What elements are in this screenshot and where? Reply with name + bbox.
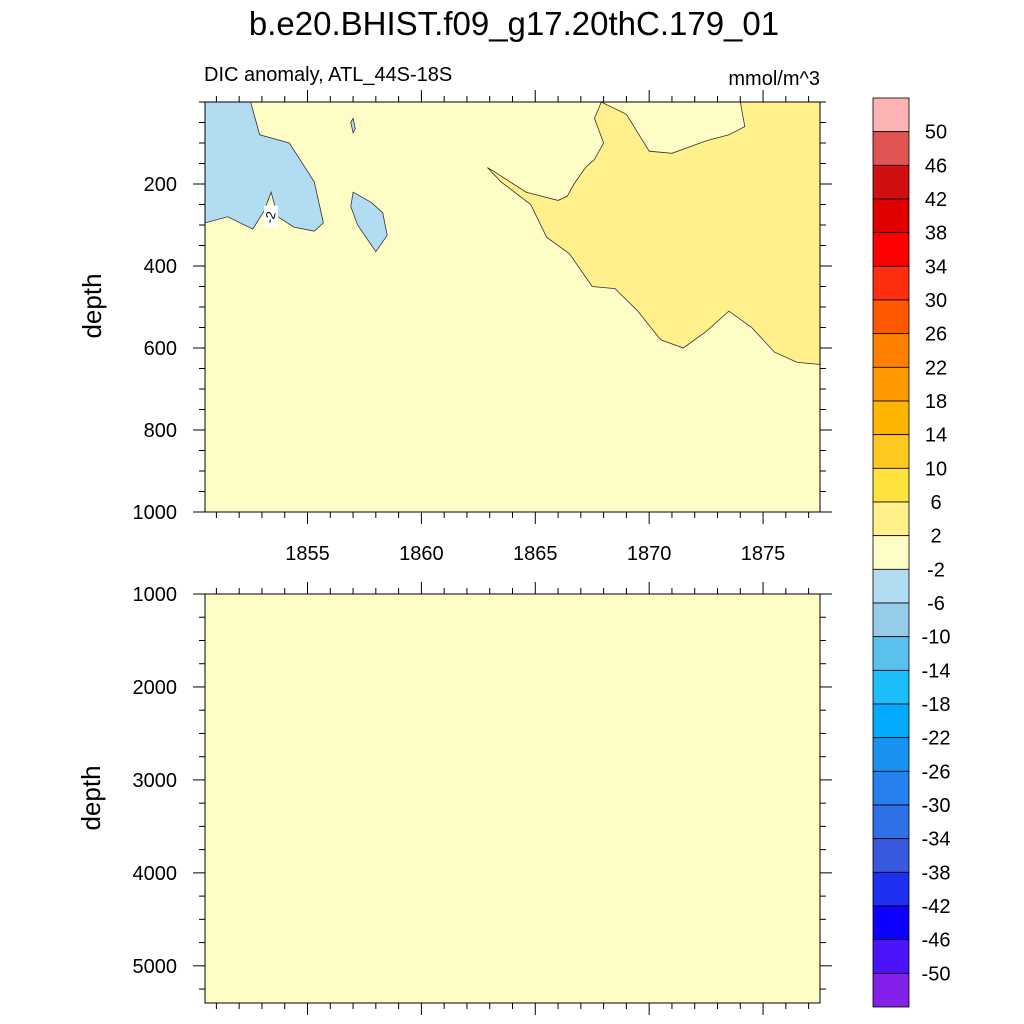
colorbar-label: 22 xyxy=(925,357,947,379)
colorbar-swatch xyxy=(872,972,910,1008)
colorbar-label: -22 xyxy=(922,728,951,750)
bottom-panel-contour-fills xyxy=(205,594,820,1003)
top-panel-subtitle-left: DIC anomaly, ATL_44S-18S xyxy=(204,64,452,86)
colorbar-label: 6 xyxy=(930,492,941,514)
top-panel-contour-fills: -2 xyxy=(204,101,821,512)
contour-region-3 xyxy=(350,117,356,134)
colorbar-label: 2 xyxy=(930,526,941,548)
colorbar-swatch xyxy=(872,333,910,368)
bottom-panel-y-axis-label: depth xyxy=(76,765,106,830)
colorbar-swatch xyxy=(872,501,910,537)
background-fill xyxy=(205,594,820,1003)
contour-region-2 xyxy=(350,191,388,253)
y-tick-label: 1000 xyxy=(133,502,178,524)
bottom-panel-frame xyxy=(204,593,821,1004)
top-panel: DIC anomaly, ATL_44S-18S mmol/m^3 depth … xyxy=(77,64,832,565)
colorbar-label: -6 xyxy=(927,593,945,615)
colorbar-label: 50 xyxy=(925,122,947,144)
colorbar-label: 34 xyxy=(925,256,947,278)
y-tick-label: 200 xyxy=(144,174,177,196)
colorbar-swatch xyxy=(872,770,910,806)
colorbar-swatch xyxy=(872,232,910,267)
colorbar-label: 18 xyxy=(925,391,947,413)
figure-title: b.e20.BHIST.f09_g17.20thC.179_01 xyxy=(249,5,779,42)
colorbar-swatch xyxy=(872,366,910,402)
x-tick-label: 1865 xyxy=(513,543,558,565)
colorbar-label: -26 xyxy=(922,761,951,783)
top-panel-y-axis-label: depth xyxy=(77,273,107,338)
colorbar-swatch xyxy=(872,299,910,335)
x-tick-label: 1855 xyxy=(285,543,330,565)
colorbar-swatch xyxy=(872,198,910,234)
colorbar-swatch xyxy=(872,871,910,907)
colorbar-swatch xyxy=(872,400,910,436)
colorbar-swatch xyxy=(872,265,910,301)
colorbar-swatch xyxy=(872,804,910,840)
colorbar-label: 30 xyxy=(925,290,947,312)
y-tick-label: 3000 xyxy=(133,770,178,792)
colorbar-swatch xyxy=(872,434,910,469)
bottom-panel-axis-ticks: 1000 2000 3000 4000 5000 xyxy=(133,582,832,1015)
colorbar: 50 46 42 38 34 30 26 22 18 14 10 6 2 -2 -6 -10 -14 -18 -22… xyxy=(872,97,951,1008)
x-tick-label: 1860 xyxy=(399,543,444,565)
colorbar-label: -14 xyxy=(922,660,951,682)
y-tick-label: 400 xyxy=(144,256,177,278)
colorbar-swatch xyxy=(872,535,910,570)
colorbar-label: -34 xyxy=(922,829,951,851)
colorbar-label: -18 xyxy=(922,694,951,716)
bottom-panel: depth 1000 2000 3000 4000 5000 xyxy=(76,582,832,1015)
contour-region-1 xyxy=(204,101,324,232)
top-panel-subtitle-right: mmol/m^3 xyxy=(728,68,820,90)
colorbar-swatch xyxy=(872,467,910,503)
colorbar-label: 14 xyxy=(925,425,947,447)
x-tick-label: 1875 xyxy=(741,543,786,565)
y-tick-label: 800 xyxy=(144,420,177,442)
colorbar-swatch xyxy=(872,568,910,604)
colorbar-swatch xyxy=(872,97,910,133)
top-panel-axis-ticks: 1855 1860 1865 1870 1875 200 400 600 800 1000 xyxy=(133,90,832,565)
colorbar-swatch xyxy=(872,669,910,705)
colorbar-swatch xyxy=(872,636,910,671)
colorbar-label: 42 xyxy=(925,189,947,211)
colorbar-swatch xyxy=(872,602,910,638)
y-tick-label: 4000 xyxy=(133,863,178,885)
colorbar-label: 26 xyxy=(925,324,947,346)
colorbar-label: 10 xyxy=(925,458,947,480)
x-tick-label: 1870 xyxy=(627,543,672,565)
colorbar-label: -38 xyxy=(922,862,951,884)
contour-region-4 xyxy=(487,101,821,365)
colorbar-label: 46 xyxy=(925,155,947,177)
top-panel-frame xyxy=(204,101,821,513)
colorbar-swatch xyxy=(872,164,910,200)
colorbar-label: -10 xyxy=(922,627,951,649)
colorbar-label: -30 xyxy=(922,795,951,817)
y-tick-label: 600 xyxy=(144,338,177,360)
contour-label: -2 xyxy=(261,205,279,228)
y-tick-label: 1000 xyxy=(133,584,178,606)
colorbar-swatch xyxy=(872,703,910,739)
colorbar-swatch xyxy=(872,838,910,873)
y-tick-label: 2000 xyxy=(133,677,178,699)
colorbar-label: -2 xyxy=(927,559,945,581)
colorbar-label: 38 xyxy=(925,223,947,245)
y-tick-label: 5000 xyxy=(133,956,178,978)
colorbar-swatch xyxy=(872,939,910,974)
svg-text:-2: -2 xyxy=(261,210,278,225)
colorbar-swatch xyxy=(872,905,910,941)
colorbar-swatch xyxy=(872,737,910,772)
colorbar-label: -42 xyxy=(922,896,951,918)
colorbar-label: -46 xyxy=(922,930,951,952)
colorbar-swatch xyxy=(872,131,910,166)
colorbar-label: -50 xyxy=(922,963,951,985)
